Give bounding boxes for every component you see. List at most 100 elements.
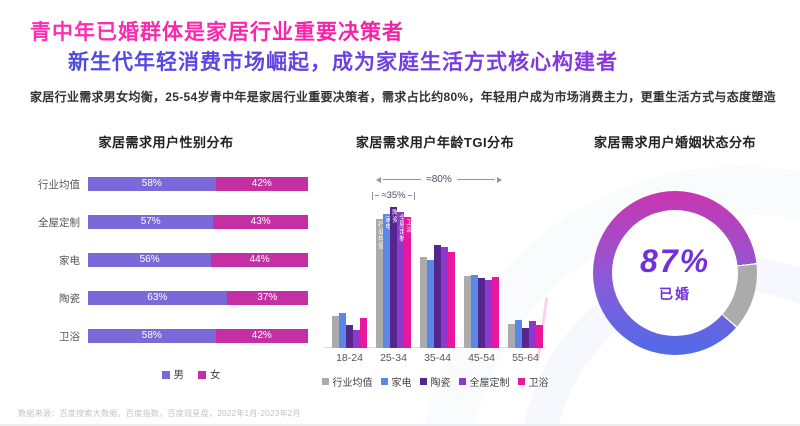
span-80-label: ≈80% bbox=[426, 174, 452, 185]
age-bar-inline-label: 陶瓷 bbox=[390, 209, 398, 223]
age-bar-cluster bbox=[508, 198, 543, 348]
gender-bar-female-segment: 44% bbox=[211, 253, 308, 267]
age-chart-panel: 家居需求用户年龄TGI分布 ≈80% ≈35% 18-24 行业均 bbox=[312, 126, 550, 389]
age-bar: 陶瓷 bbox=[390, 207, 398, 348]
age-bar-inline-label: 家电 bbox=[383, 216, 391, 230]
age-bar bbox=[427, 260, 434, 348]
gender-bar-male-segment: 57% bbox=[88, 215, 214, 229]
gender-bar-female-segment: 43% bbox=[213, 215, 308, 229]
gender-row: 行业均值 58% 42% bbox=[20, 177, 312, 191]
arrow-right-icon bbox=[497, 176, 503, 183]
gender-row-label: 陶瓷 bbox=[59, 292, 80, 305]
age-plot: ≈80% ≈35% 18-24 行业均值 家电 陶瓷 全屋定制 卫浴 25-34 35-44 4… bbox=[320, 174, 550, 366]
age-bar bbox=[508, 324, 515, 348]
gender-chart-panel: 家居需求用户性别分布 行业均值 58% 42% 全屋定制 57% 43% 家电 56% 44% 陶… bbox=[0, 126, 312, 389]
title-line-2: 新生代年轻消费市场崛起，成为家庭生活方式核心构建者 bbox=[68, 48, 780, 78]
age-x-label: 55-64 bbox=[512, 352, 539, 364]
age-bar: 全屋定制 bbox=[397, 212, 405, 348]
age-x-label: 25-34 bbox=[380, 352, 407, 364]
age-bar bbox=[346, 325, 353, 348]
age-bar-inline-label: 全屋定制 bbox=[397, 214, 405, 242]
age-bar bbox=[434, 245, 441, 348]
span-35-annotation: ≈35% bbox=[372, 190, 415, 201]
gender-stacked-bar: 56% 44% bbox=[88, 253, 308, 267]
footer: 数据来源：百度搜索大数据，百度指数，百度观星盘，2022年1月-2023年2月 bbox=[18, 408, 301, 419]
legend-item: 行业均值 bbox=[321, 374, 373, 389]
age-legend: 行业均值 家电 陶瓷 全屋定制 卫浴 bbox=[320, 374, 550, 389]
legend-label: 全屋定制 bbox=[469, 378, 510, 389]
age-group: 18-24 bbox=[332, 198, 367, 366]
legend-label: 女 bbox=[210, 369, 221, 381]
gender-row: 全屋定制 57% 43% bbox=[20, 215, 312, 229]
gender-stacked-bar: 58% 42% bbox=[88, 177, 308, 191]
marriage-chart-panel: 家居需求用户婚姻状态分布 87% 已婚 bbox=[550, 126, 800, 389]
gender-row-label: 卫浴 bbox=[59, 330, 80, 343]
gender-legend: 男女 bbox=[70, 367, 312, 382]
legend-item: 女 bbox=[198, 367, 221, 382]
age-bar-cluster: 行业均值 家电 陶瓷 全屋定制 卫浴 bbox=[376, 198, 412, 348]
age-x-label: 45-54 bbox=[468, 352, 495, 364]
arrow-line bbox=[456, 179, 496, 180]
span-80-annotation: ≈80% bbox=[376, 174, 503, 185]
legend-swatch bbox=[161, 370, 170, 379]
gender-row-label: 全屋定制 bbox=[38, 216, 80, 229]
gender-rows: 行业均值 58% 42% 全屋定制 57% 43% 家电 56% 44% 陶瓷 63% 37% 卫浴 58… bbox=[20, 177, 312, 343]
age-bar bbox=[536, 325, 543, 348]
data-source: 数据来源：百度搜索大数据，百度指数，百度观星盘，2022年1月-2023年2月 bbox=[18, 409, 301, 418]
marriage-center-label: 已婚 bbox=[659, 285, 691, 302]
age-bar bbox=[485, 280, 492, 348]
legend-swatch bbox=[517, 378, 525, 385]
age-bar bbox=[332, 316, 339, 348]
legend-item: 卫浴 bbox=[517, 374, 549, 389]
legend-item: 男 bbox=[161, 367, 185, 382]
age-x-label: 35-44 bbox=[424, 352, 451, 364]
age-bar bbox=[448, 252, 455, 348]
subtitle: 家居行业需求男女均衡，25-54岁青中年是家居行业重要决策者，需求占比约80%，… bbox=[30, 90, 776, 104]
gender-row-label: 家电 bbox=[59, 254, 80, 267]
gender-row: 卫浴 58% 42% bbox=[20, 329, 312, 343]
gender-row-label: 行业均值 bbox=[38, 178, 80, 191]
age-bar bbox=[339, 313, 346, 348]
gender-row: 家电 56% 44% bbox=[20, 253, 312, 267]
marriage-center-value: 87% bbox=[639, 242, 711, 279]
gender-bar-male-segment: 63% bbox=[88, 291, 227, 305]
legend-swatch bbox=[458, 378, 466, 385]
gender-stacked-bar: 57% 43% bbox=[88, 215, 308, 229]
marriage-donut-center: 87% 已婚 bbox=[593, 191, 757, 355]
title-line-1: 青中年已婚群体是家居行业重要决策者 bbox=[30, 18, 780, 48]
legend-swatch bbox=[380, 378, 388, 385]
legend-label: 卫浴 bbox=[528, 378, 549, 389]
gender-stacked-bar: 58% 42% bbox=[88, 329, 308, 343]
legend-label: 家电 bbox=[391, 378, 412, 389]
gender-stacked-bar: 63% 37% bbox=[88, 291, 308, 305]
age-group: 55-64 bbox=[508, 198, 543, 366]
gender-bar-female-segment: 37% bbox=[226, 291, 308, 305]
legend-label: 行业均值 bbox=[332, 378, 373, 389]
legend-label: 男 bbox=[173, 369, 185, 381]
age-bar bbox=[522, 328, 529, 348]
bracket-dash bbox=[375, 195, 380, 196]
gender-bar-male-segment: 58% bbox=[88, 177, 216, 191]
gender-bar-male-segment: 58% bbox=[88, 329, 216, 343]
age-bar bbox=[420, 257, 427, 348]
span-35-label: ≈35% bbox=[381, 190, 406, 201]
charts-row: 家居需求用户性别分布 行业均值 58% 42% 全屋定制 57% 43% 家电 56% 44% 陶… bbox=[0, 126, 800, 389]
age-bar-cluster bbox=[332, 198, 367, 348]
gender-bar-male-segment: 56% bbox=[88, 253, 212, 267]
gender-chart-title: 家居需求用户性别分布 bbox=[98, 135, 234, 150]
age-bar bbox=[353, 330, 360, 348]
age-bar: 行业均值 bbox=[376, 219, 384, 348]
marriage-chart-title: 家居需求用户婚姻状态分布 bbox=[593, 135, 756, 150]
age-bar: 卫浴 bbox=[404, 217, 412, 348]
legend-item: 全屋定制 bbox=[458, 374, 510, 389]
legend-swatch bbox=[198, 370, 206, 379]
age-bar-cluster bbox=[464, 198, 499, 348]
age-bar-cluster bbox=[420, 198, 455, 348]
age-bar-inline-label: 行业均值 bbox=[376, 221, 384, 249]
legend-item: 家电 bbox=[380, 374, 412, 389]
age-bar bbox=[515, 320, 522, 348]
age-groups: 18-24 行业均值 家电 陶瓷 全屋定制 卫浴 25-34 35-44 45-54 55-64 bbox=[332, 198, 543, 366]
bracket-tick-icon bbox=[413, 191, 415, 200]
legend-swatch bbox=[419, 378, 427, 385]
bracket-dash bbox=[407, 195, 412, 196]
